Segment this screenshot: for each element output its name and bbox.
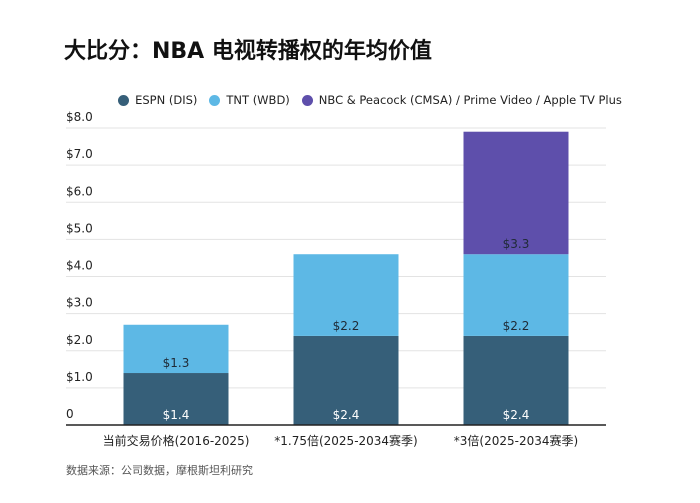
data-label: $2.2 [333,319,360,333]
y-tick-label: $6.0 [66,184,93,198]
bar-segment [463,131,569,255]
y-tick-label: $4.0 [66,259,93,273]
data-label: $3.3 [503,237,530,251]
legend-swatch [209,94,221,106]
legend-item-tnt: TNT (WBD) [209,93,290,107]
legend: ESPN (DIS) TNT (WBD) NBC & Peacock (CMSA… [0,93,700,107]
y-tick-label: $2.0 [66,333,93,347]
legend-swatch [301,94,313,106]
legend-item-espn: ESPN (DIS) [118,93,197,107]
legend-label: TNT (WBD) [226,93,290,107]
bar-segment [123,373,229,425]
legend-item-nbc: NBC & Peacock (CMSA) / Prime Video / App… [301,93,622,107]
y-tick-label: $3.0 [66,296,93,310]
data-label: $1.3 [163,356,190,370]
y-tick-label: $7.0 [66,147,93,161]
bar-segment [123,324,229,374]
bar-segment [293,335,399,425]
bar-segment [463,335,569,425]
source-note: 数据来源：公司数据，摩根斯坦利研究 [66,464,253,477]
y-tick-label: $5.0 [66,221,93,235]
x-tick-label: 当前交易价格(2016-2025) [103,433,250,448]
legend-label: NBC & Peacock (CMSA) / Prime Video / App… [318,93,622,107]
x-tick-label: *1.75倍(2025-2034赛季) [274,433,418,448]
data-label: $2.2 [503,319,530,333]
data-label: $1.4 [163,408,190,422]
y-tick-label: $8.0 [66,110,93,124]
legend-label: ESPN (DIS) [135,93,198,107]
bar-segment [293,254,399,336]
x-tick-label: *3倍(2025-2034赛季) [454,433,578,448]
chart-title: 大比分：NBA 电视转播权的年均价值 [64,39,432,64]
y-tick-label: 0 [66,407,74,421]
data-label: $2.4 [333,408,360,422]
y-tick-label: $1.0 [66,370,93,384]
bar-segment [463,254,569,336]
legend-swatch [118,94,130,106]
data-label: $2.4 [503,408,530,422]
